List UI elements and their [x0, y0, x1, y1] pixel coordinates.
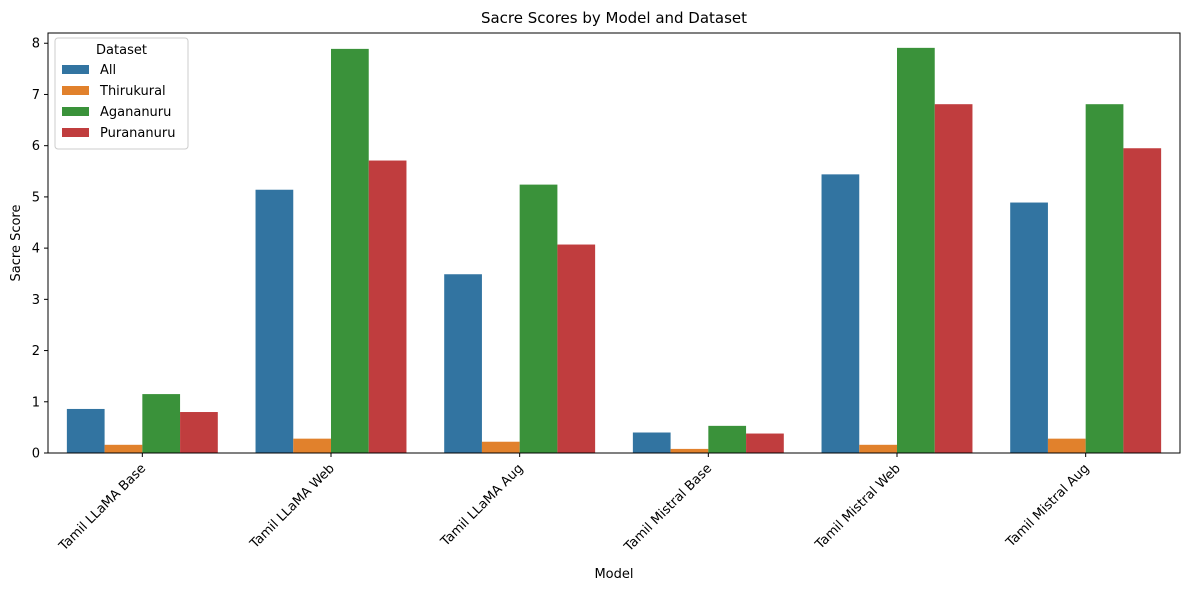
plot-area	[47, 32, 1181, 454]
legend: Dataset All Thirukural Agananuru Purananuru	[54, 37, 189, 150]
x-tick-label: Tamil LLaMA Aug	[437, 461, 526, 550]
y-tick-label: 6	[32, 139, 40, 154]
y-tick-label: 0	[32, 447, 40, 462]
bar-all-5	[821, 174, 860, 454]
chart-title: Sacre Scores by Model and Dataset	[481, 9, 747, 27]
bar-all-3	[444, 274, 482, 453]
y-tick-label: 5	[32, 190, 40, 205]
bar-agananuru-5	[897, 47, 935, 453]
y-axis-title: Sacre Score	[9, 205, 24, 282]
bar-purananuru-1	[180, 412, 218, 453]
bar-purananuru-2	[368, 160, 407, 453]
legend-label-purananuru: Purananuru	[100, 126, 175, 141]
bar-purananuru-6	[1123, 148, 1162, 453]
x-tick-label: Tamil Mistral Web	[812, 461, 904, 553]
x-tick-label: Tamil Mistral Base	[621, 461, 715, 555]
bar-agananuru-6	[1085, 104, 1124, 453]
legend-label-agananuru: Agananuru	[100, 105, 171, 120]
bar-agananuru-4	[708, 425, 747, 453]
bar-all-2	[255, 189, 294, 454]
x-axis: Tamil LLaMA Base Tamil LLaMA Web Tamil LLa…	[56, 453, 1093, 555]
bar-purananuru-3	[557, 244, 596, 453]
legend-swatch-agananuru	[62, 107, 89, 116]
bar-agananuru-2	[331, 48, 369, 453]
y-tick-label: 8	[32, 37, 40, 52]
bar-agananuru-3	[519, 184, 558, 454]
bar-thirukural-4	[670, 448, 709, 453]
legend-swatch-purananuru	[62, 128, 89, 137]
x-tick-label: Tamil LLaMA Web	[247, 461, 338, 552]
bar-purananuru-4	[746, 433, 784, 453]
plot-frame	[47, 32, 1181, 454]
bar-thirukural-3	[481, 441, 520, 453]
y-tick-label: 1	[32, 395, 40, 410]
x-tick-label: Tamil Mistral Aug	[1003, 461, 1093, 551]
x-tick-label: Tamil LLaMA Base	[56, 461, 149, 554]
bar-agananuru-1	[142, 394, 181, 453]
y-tick-label: 2	[32, 344, 40, 359]
y-tick-label: 7	[32, 88, 40, 103]
legend-label-all: All	[100, 63, 116, 78]
bar-thirukural-6	[1047, 438, 1086, 453]
bar-all-4	[632, 432, 671, 453]
legend-title: Dataset	[96, 43, 147, 58]
legend-swatch-thirukural	[62, 86, 89, 95]
legend-swatch-all	[62, 65, 89, 74]
x-axis-title: Model	[594, 567, 633, 582]
y-axis: 0 1 2 3 4 5 6 7 8	[32, 37, 48, 462]
bar-all-1	[66, 408, 105, 453]
bar-thirukural-1	[104, 444, 143, 453]
bar-thirukural-5	[859, 444, 897, 453]
bar-all-6	[1010, 202, 1048, 453]
bar-thirukural-2	[293, 438, 331, 453]
legend-label-thirukural: Thirukural	[99, 84, 166, 99]
y-tick-label: 4	[32, 242, 40, 257]
bar-purananuru-5	[934, 104, 973, 453]
y-tick-label: 3	[32, 293, 40, 308]
